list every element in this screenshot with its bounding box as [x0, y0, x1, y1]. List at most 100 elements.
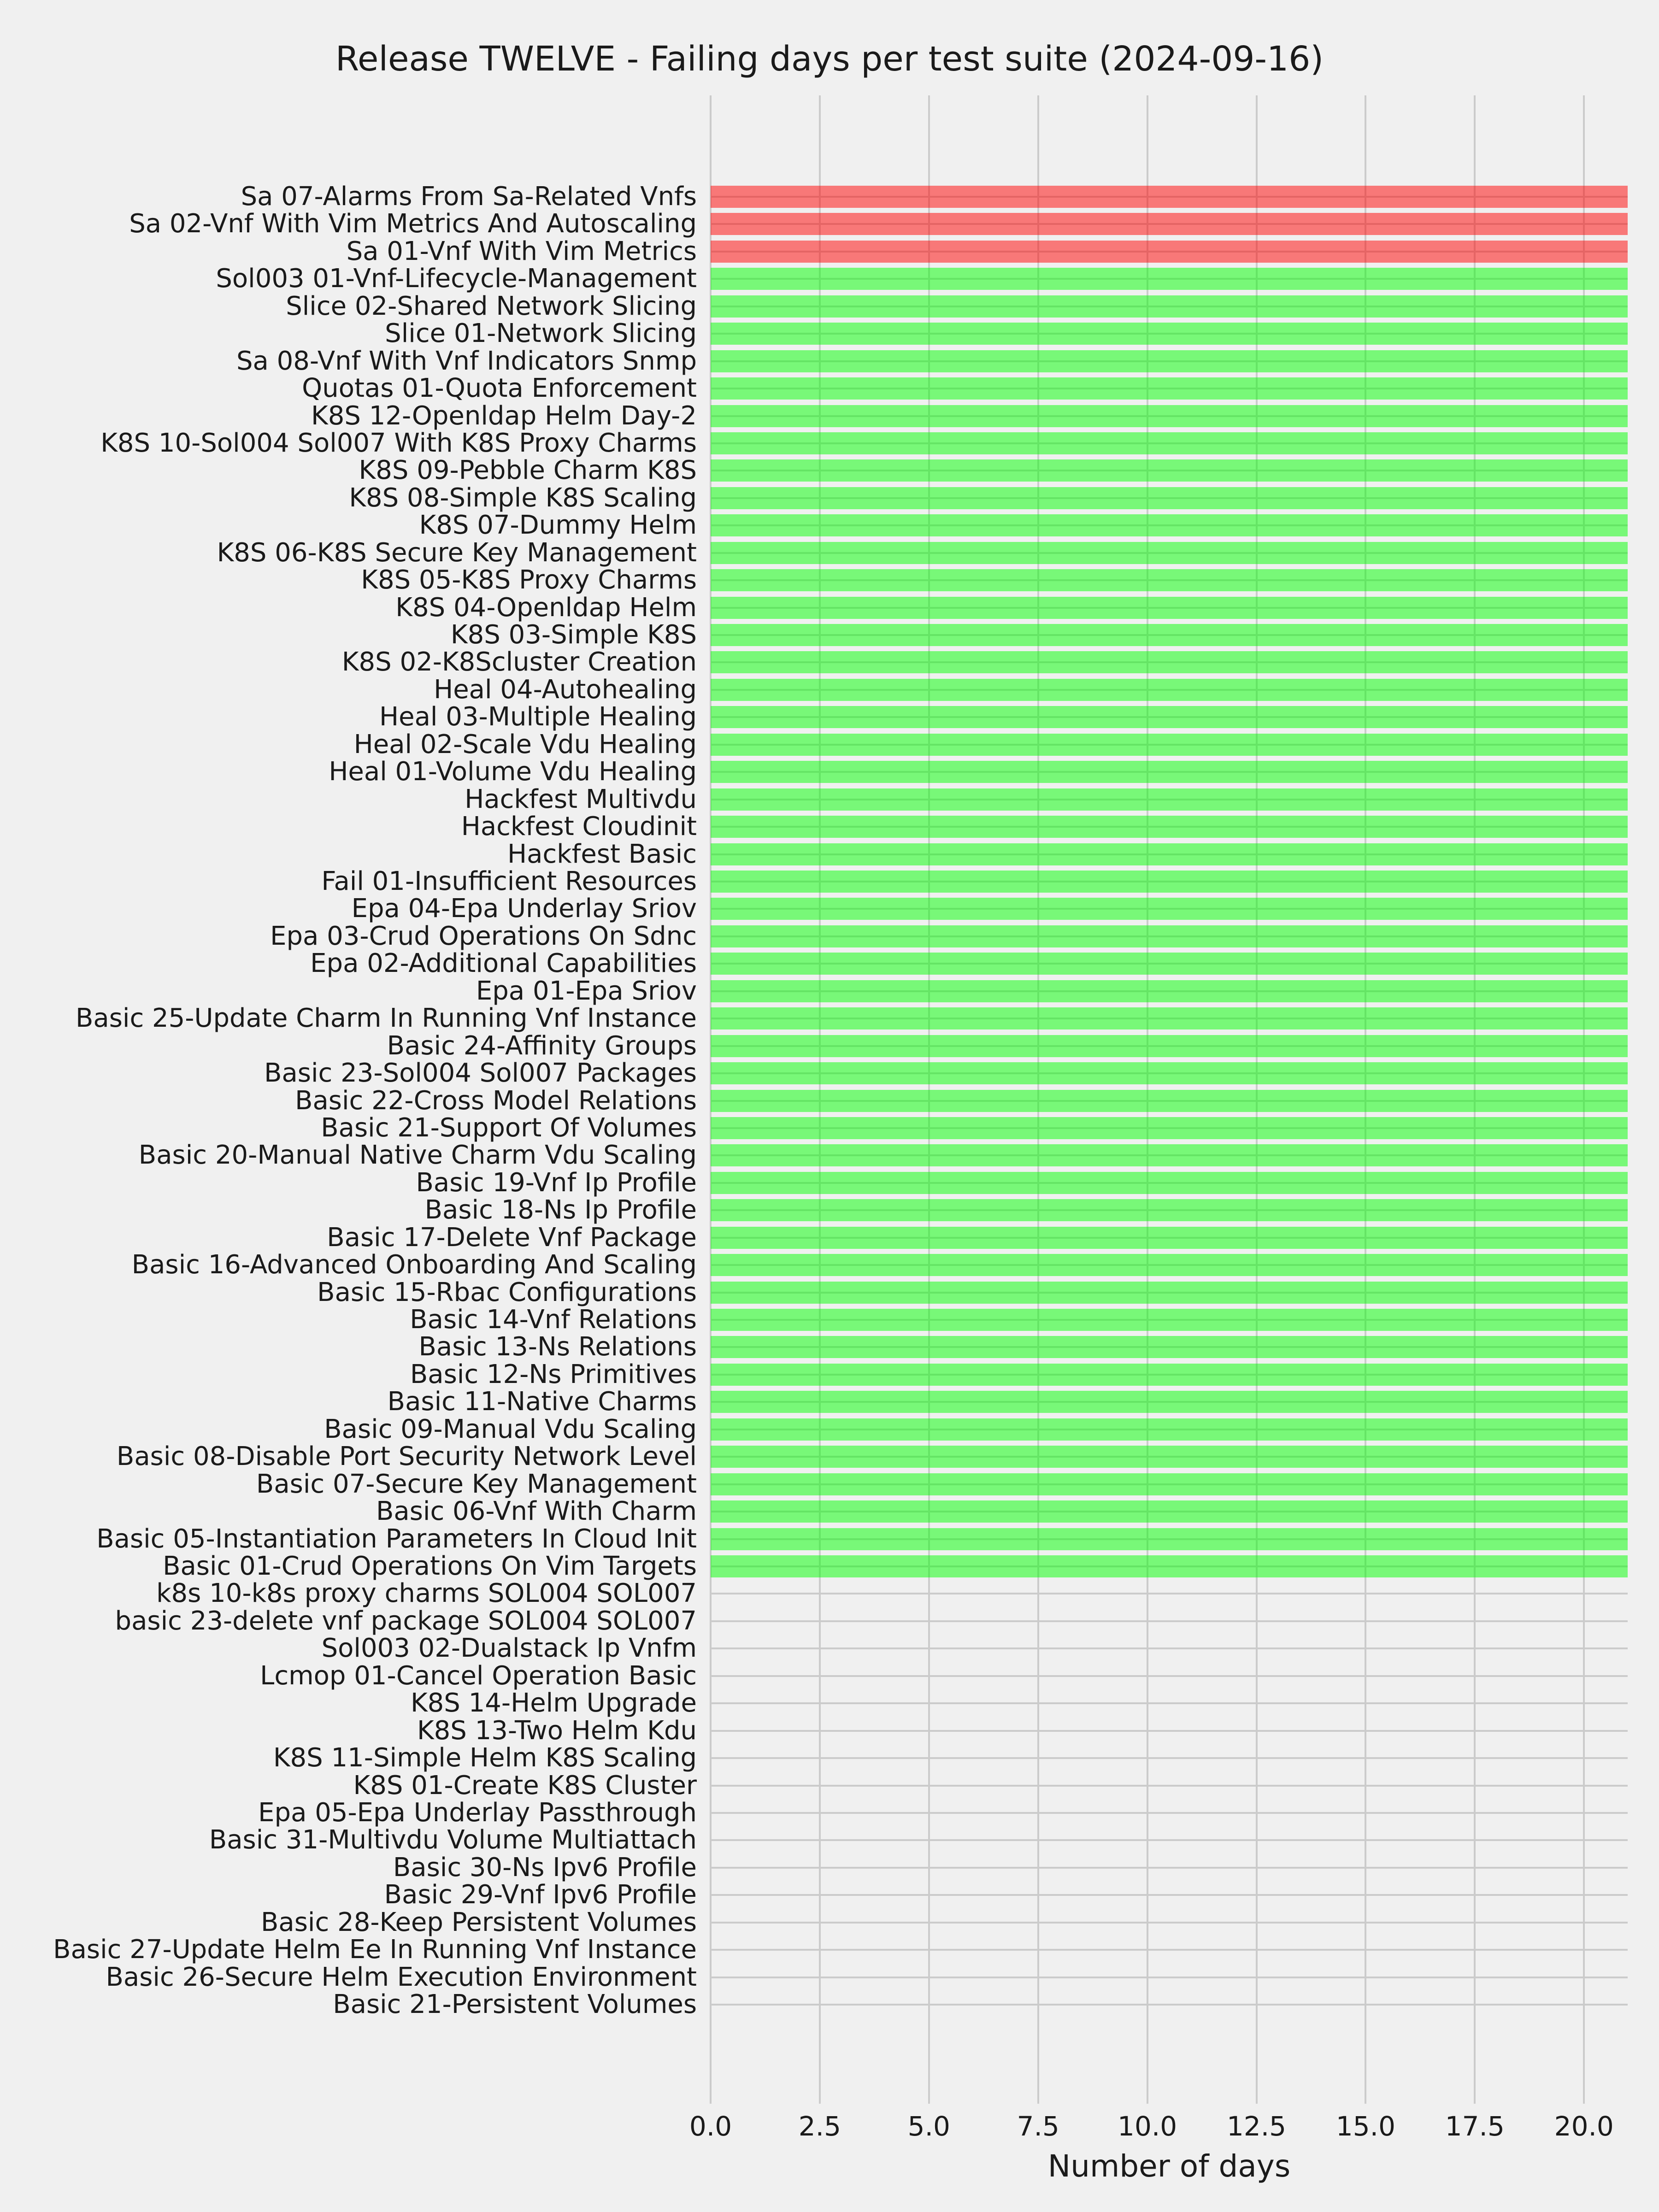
bar-passing [711, 405, 1628, 427]
bar-passing [711, 706, 1628, 729]
y-tick-label: K8S 05-K8S Proxy Charms [361, 565, 697, 595]
y-gridline [711, 1593, 1628, 1595]
y-tick-label: Basic 31-Multivdu Volume Multiattach [209, 1825, 697, 1855]
y-tick-label: Heal 02-Scale Vdu Healing [353, 729, 697, 759]
y-tick-label: Basic 07-Secure Key Management [256, 1469, 697, 1499]
y-tick-label: Quotas 01-Quota Enforcement [302, 373, 697, 404]
y-gridline [711, 1647, 1628, 1650]
y-tick-label: Basic 28-Keep Persistent Volumes [261, 1907, 697, 1937]
y-tick-label: basic 23-delete vnf package SOL004 SOL00… [115, 1606, 697, 1636]
x-axis-ticks: 0.0 2.5 5.0 7.5 10.0 12.5 15.0 17.5 20.0 [689, 2111, 1628, 2145]
y-tick-label: K8S 02-K8Scluster Creation [341, 647, 697, 677]
y-tick-label: K8S 14-Helm Upgrade [410, 1688, 697, 1718]
y-tick-label: Sol003 02-Dualstack Ip Vnfm [321, 1633, 697, 1664]
bar-passing [711, 487, 1628, 509]
bar-passing [711, 1144, 1628, 1167]
bar-failing [711, 213, 1628, 235]
y-gridline [711, 1675, 1628, 1677]
y-axis-labels: Sa 07-Alarms From Sa-Related Vnfs Sa 02-V… [0, 95, 697, 2104]
bar-passing [711, 268, 1628, 290]
y-tick-label: Basic 22-Cross Model Relations [295, 1085, 697, 1116]
y-tick-label: Sa 07-Alarms From Sa-Related Vnfs [241, 182, 697, 212]
y-tick-label: Slice 01-Network Slicing [385, 318, 697, 349]
bar-passing [711, 898, 1628, 920]
bar-passing [711, 1363, 1628, 1386]
y-tick-label: Epa 02-Additional Capabilities [310, 948, 697, 979]
bar-passing [711, 1062, 1628, 1085]
y-gridline [711, 1949, 1628, 1951]
x-tick-label: 5.0 [907, 2111, 950, 2142]
bar-passing [711, 871, 1628, 893]
y-tick-label: Epa 03-Crud Operations On Sdnc [270, 921, 697, 951]
y-tick-label: Basic 12-Ns Primitives [410, 1359, 697, 1389]
y-tick-label: Basic 21-Persistent Volumes [333, 1989, 697, 2020]
y-tick-label: Basic 18-Ns Ip Profile [424, 1195, 697, 1225]
bar-passing [711, 843, 1628, 865]
bar-passing [711, 323, 1628, 345]
y-tick-label: Basic 19-Vnf Ip Profile [416, 1167, 697, 1198]
y-tick-label: K8S 08-Simple K8S Scaling [349, 482, 697, 513]
y-tick-label: Epa 04-Epa Underlay Sriov [351, 894, 697, 924]
y-tick-label: Basic 20-Manual Native Charm Vdu Scaling [138, 1140, 697, 1171]
bar-passing [711, 980, 1628, 1002]
bar-passing [711, 569, 1628, 592]
bar-passing [711, 459, 1628, 482]
y-gridline [711, 1866, 1628, 1869]
bar-passing [711, 1555, 1628, 1577]
y-tick-label: Basic 16-Advanced Onboarding And Scaling [131, 1250, 697, 1280]
bar-passing [711, 1500, 1628, 1523]
bar-passing [711, 1035, 1628, 1057]
y-tick-label: Basic 15-Rbac Configurations [317, 1277, 697, 1307]
y-tick-label: Basic 09-Manual Vdu Scaling [324, 1414, 697, 1444]
y-gridline [711, 1730, 1628, 1732]
bar-passing [711, 1446, 1628, 1468]
y-tick-label: Basic 05-Instantiation Parameters In Clo… [96, 1524, 697, 1554]
bar-passing [711, 1281, 1628, 1304]
y-gridline [711, 1784, 1628, 1787]
bar-passing [711, 1007, 1628, 1030]
bar-passing [711, 596, 1628, 619]
y-tick-label: Lcmop 01-Cancel Operation Basic [260, 1660, 697, 1691]
y-tick-label: Basic 17-Delete Vnf Package [327, 1222, 697, 1253]
x-tick-label: 17.5 [1445, 2111, 1505, 2142]
y-tick-label: Basic 27-Update Helm Ee In Running Vnf I… [53, 1935, 697, 1965]
y-tick-label: Basic 21-Support Of Volumes [321, 1112, 697, 1143]
chart-title: Release TWELVE - Failing days per test s… [335, 39, 1324, 79]
bar-passing [711, 295, 1628, 318]
y-tick-label: K8S 12-Openldap Helm Day-2 [311, 400, 697, 431]
y-tick-label: Basic 14-Vnf Relations [410, 1305, 697, 1335]
y-tick-label: K8S 13-Two Helm Kdu [417, 1715, 697, 1746]
y-tick-label: K8S 10-Sol004 Sol007 With K8S Proxy Char… [100, 428, 697, 458]
bar-passing [711, 350, 1628, 372]
bar-passing [711, 1089, 1628, 1112]
bar-passing [711, 953, 1628, 975]
y-tick-label: Basic 30-Ns Ipv6 Profile [393, 1852, 697, 1883]
bar-passing [711, 514, 1628, 537]
y-tick-label: Sa 01-Vnf With Vim Metrics [346, 236, 697, 266]
y-gridline [711, 1976, 1628, 1978]
bar-passing [711, 1528, 1628, 1550]
bar-passing [711, 1171, 1628, 1194]
bar-passing [711, 432, 1628, 454]
y-gridline [711, 1894, 1628, 1896]
bar-passing [711, 651, 1628, 674]
y-tick-label: Basic 01-Crud Operations On Vim Targets [163, 1551, 697, 1581]
bar-passing [711, 1336, 1628, 1359]
bar-passing [711, 733, 1628, 756]
y-tick-label: K8S 01-Create K8S Cluster [353, 1770, 697, 1800]
y-gridline [711, 1620, 1628, 1622]
y-tick-label: Sa 08-Vnf With Vnf Indicators Snmp [236, 346, 697, 376]
y-tick-label: Sa 02-Vnf With Vim Metrics And Autoscali… [129, 209, 697, 239]
bar-passing [711, 1199, 1628, 1222]
y-gridline [711, 1839, 1628, 1841]
y-gridline [711, 1702, 1628, 1705]
y-tick-label: Basic 29-Vnf Ipv6 Profile [384, 1880, 697, 1910]
bar-passing [711, 788, 1628, 811]
y-gridline [711, 1757, 1628, 1759]
y-tick-label: Fail 01-Insufficient Resources [321, 866, 697, 896]
y-tick-label: Basic 23-Sol004 Sol007 Packages [264, 1058, 697, 1088]
y-tick-label: Heal 04-Autohealing [434, 674, 697, 705]
bar-passing [711, 1473, 1628, 1495]
x-axis-label: Number of days [1047, 2148, 1291, 2184]
x-tick-label: 12.5 [1226, 2111, 1287, 2142]
